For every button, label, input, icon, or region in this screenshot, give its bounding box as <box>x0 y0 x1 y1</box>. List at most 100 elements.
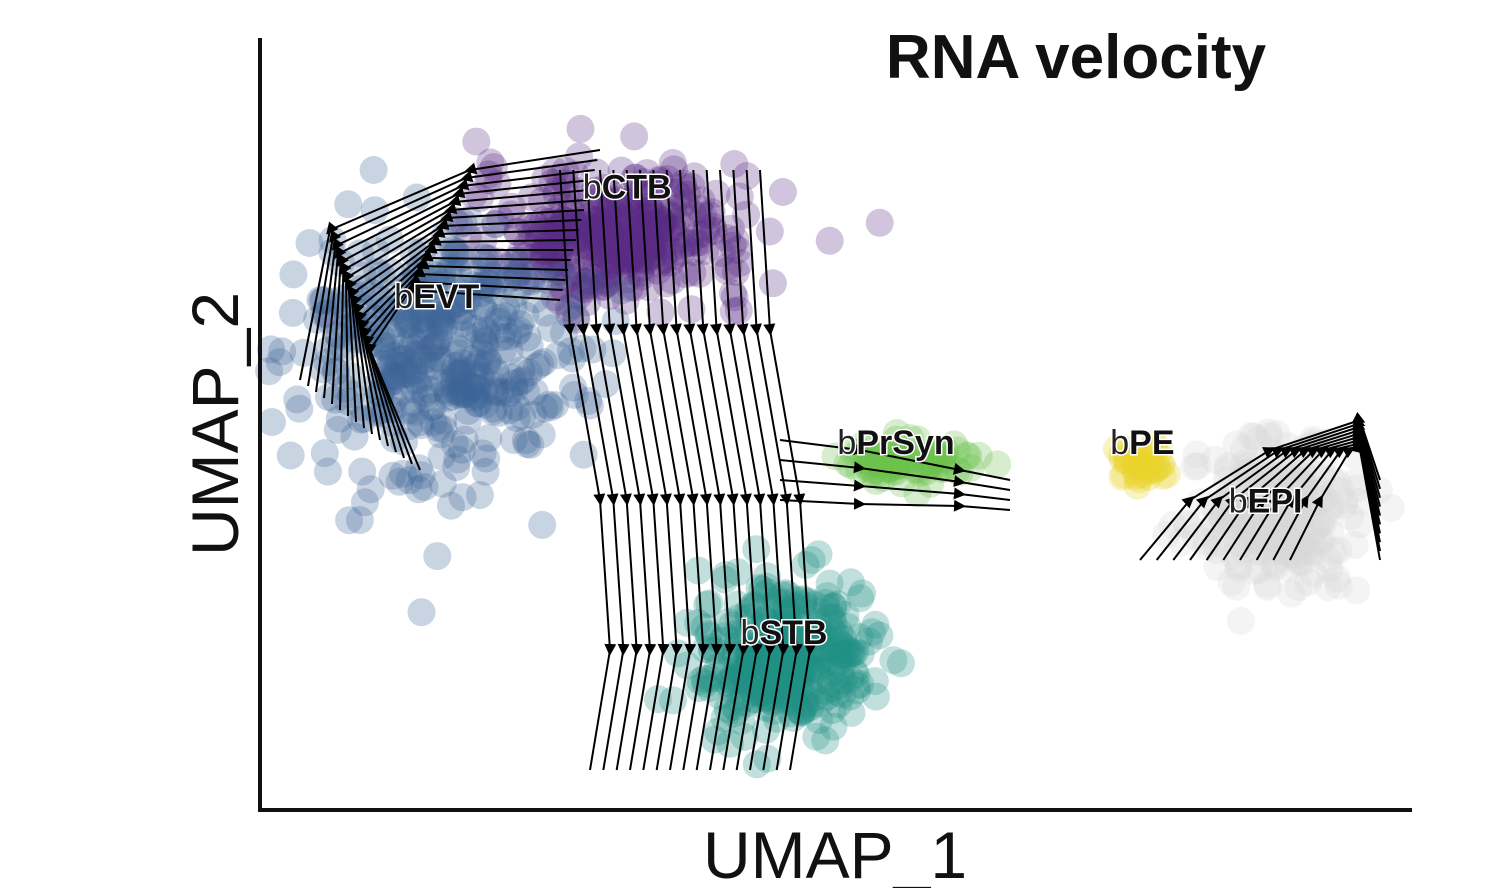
cell-point-evt <box>434 383 462 412</box>
cell-point-ctb <box>621 231 650 260</box>
cell-point-epi <box>1281 540 1310 569</box>
cell-point-evt <box>381 367 410 396</box>
cell-point-evt <box>495 337 524 366</box>
cell-point-evt <box>394 361 423 390</box>
cell-point-evt <box>464 349 493 378</box>
cell-point-stb <box>805 706 833 735</box>
cell-point-evt <box>448 356 477 385</box>
cell-point-ctb <box>659 214 687 243</box>
cell-point-pe <box>1133 449 1162 478</box>
cell-point-evt <box>314 383 343 412</box>
cell-point-stb <box>765 679 794 708</box>
cell-point-ctb <box>685 228 714 257</box>
cell-point-epi <box>1241 537 1270 566</box>
cell-point-stb <box>727 706 756 735</box>
cell-point-evt <box>492 293 521 322</box>
cell-point-evt <box>446 378 475 407</box>
cell-point-evt <box>417 393 445 422</box>
cell-point-evt <box>400 375 429 404</box>
velocity-streamline <box>779 459 1011 491</box>
cell-point-ctb <box>619 229 648 258</box>
cell-point-ctb <box>566 114 595 143</box>
cell-point-evt <box>429 415 458 444</box>
cell-point-ctb <box>576 195 605 224</box>
cell-point-ctb <box>692 213 721 242</box>
cell-point-epi <box>1244 503 1273 532</box>
cell-point-evt <box>499 425 528 454</box>
cell-point-pe <box>1141 436 1170 465</box>
cell-point-ctb <box>637 209 666 237</box>
velocity-streamline <box>779 479 1011 501</box>
cell-point-evt <box>470 376 499 405</box>
cell-point-ctb <box>625 203 653 232</box>
cluster-label-stb: bSTB <box>741 614 828 652</box>
cell-point-evt <box>508 402 537 431</box>
cell-point-ctb <box>659 242 688 271</box>
cell-point-stb <box>787 673 815 702</box>
cell-point-evt <box>472 350 501 379</box>
cell-point-evt <box>423 344 452 372</box>
cell-point-evt <box>468 439 497 468</box>
cluster-label-prefix: b <box>1229 483 1248 521</box>
cell-point-stb <box>825 641 854 670</box>
cell-point-epi <box>1262 546 1291 575</box>
cell-point-stb <box>776 650 805 679</box>
cell-point-ctb <box>628 220 657 249</box>
cell-point-evt <box>440 430 469 459</box>
cell-point-evt <box>541 391 569 420</box>
cell-point-stb <box>750 684 779 713</box>
velocity-streamline <box>1289 441 1381 561</box>
cell-point-stb <box>728 657 757 686</box>
cell-point-stb <box>833 612 862 641</box>
cell-point-stb <box>886 649 915 678</box>
cell-point-ctb <box>570 275 599 304</box>
cell-point-evt <box>536 314 565 343</box>
cell-point-ctb <box>632 223 661 252</box>
cell-point-stb <box>841 637 870 666</box>
cluster-label-evt: bEVT <box>394 278 479 316</box>
cell-point-evt <box>345 506 374 535</box>
cell-point-epi <box>1277 528 1306 557</box>
cell-point-pe <box>1126 449 1154 478</box>
cell-point-ctb <box>646 248 675 276</box>
cell-point-evt <box>480 378 509 407</box>
cell-point-evt <box>512 377 540 406</box>
cell-point-evt <box>528 510 557 539</box>
cell-point-stb <box>751 678 780 707</box>
cell-point-evt <box>601 307 630 335</box>
cell-point-evt <box>471 327 500 356</box>
cluster-label-name: CTB <box>602 169 672 207</box>
cell-point-stb <box>814 648 843 677</box>
cell-point-stb <box>719 671 748 700</box>
cell-point-ctb <box>515 211 544 240</box>
cell-point-ctb <box>560 211 589 239</box>
cell-point-evt <box>487 323 516 352</box>
cell-point-stb <box>829 632 857 661</box>
cell-point-evt <box>433 379 462 407</box>
cell-point-evt <box>529 348 558 376</box>
cell-point-evt <box>506 310 535 339</box>
cell-point-ctb <box>697 198 726 227</box>
cell-point-evt <box>457 372 486 401</box>
cell-point-evt <box>471 332 500 361</box>
cell-point-pe <box>1128 445 1156 474</box>
cell-point-ctb <box>672 204 701 233</box>
cell-point-ctb <box>486 204 515 233</box>
cell-point-ctb <box>585 214 614 243</box>
cell-point-prsyn <box>983 450 1012 479</box>
cell-point-evt <box>426 420 455 449</box>
cell-point-evt <box>436 368 465 397</box>
cell-point-ctb <box>646 298 675 327</box>
cluster-label-name: PrSyn <box>856 424 954 462</box>
cell-point-evt <box>438 382 467 411</box>
cell-point-evt <box>442 289 471 318</box>
y-axis-label: UMAP_2 <box>178 292 252 556</box>
cell-point-stb <box>819 618 848 647</box>
cell-point-evt <box>453 406 482 435</box>
x-axis-label: UMAP_1 <box>703 818 967 888</box>
cell-point-epi <box>1244 526 1273 555</box>
cell-point-evt <box>450 320 479 349</box>
cell-point-pe <box>1113 446 1142 475</box>
cell-point-evt <box>513 323 542 352</box>
cell-point-stb <box>846 670 875 699</box>
